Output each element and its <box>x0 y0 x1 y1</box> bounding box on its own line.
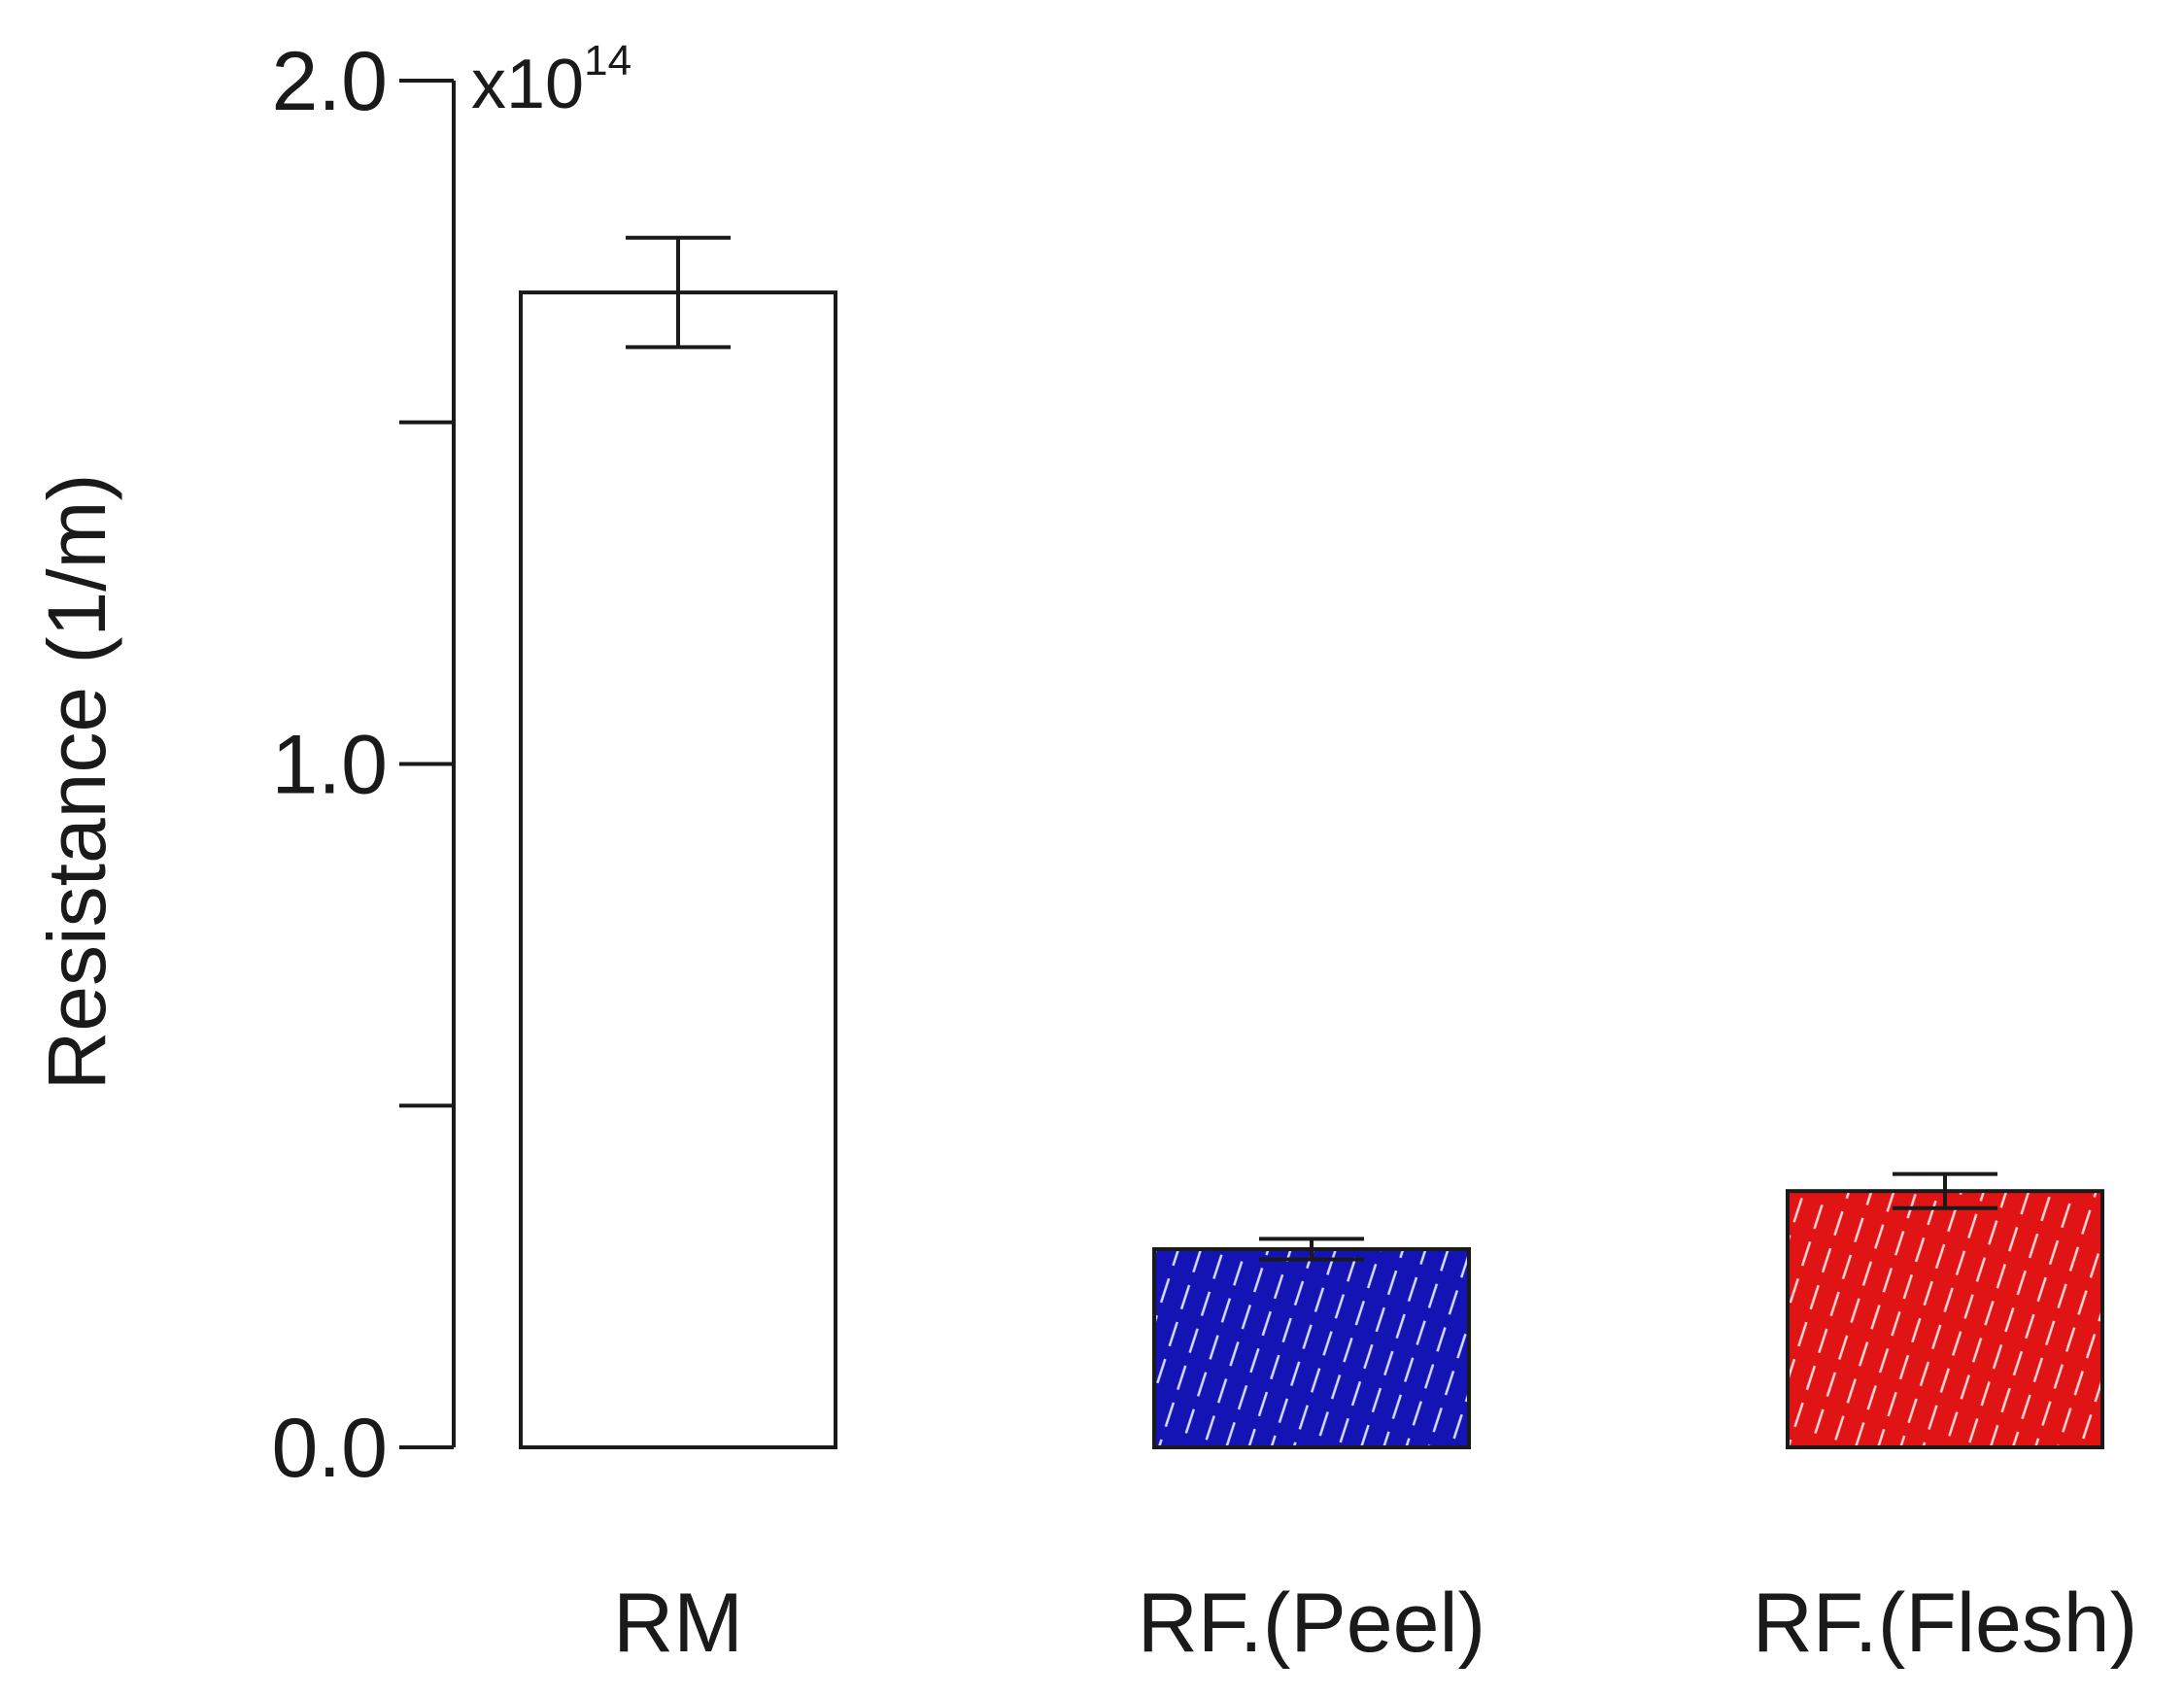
multiplier-exponent: 14 <box>584 37 631 85</box>
error-bars <box>626 235 1997 1262</box>
axis-multiplier: x1014 <box>471 37 631 123</box>
bar-rf-flesh <box>1786 1189 2104 1449</box>
y-tick-label: 2.0 <box>271 35 388 128</box>
error-bar <box>1259 1237 1364 1262</box>
category-label: RF.(Flesh) <box>1753 1577 2138 1670</box>
multiplier-base: x10 <box>471 46 584 123</box>
bar-rf-peel <box>1152 1246 1471 1449</box>
y-tick-label: 1.0 <box>271 719 388 812</box>
y-tick-label: 0.0 <box>271 1402 388 1495</box>
category-labels: RM RF.(Peel) RF.(Flesh) <box>613 1577 2137 1670</box>
category-label: RM <box>613 1577 743 1670</box>
error-bar <box>626 235 731 350</box>
error-bar <box>1893 1171 1997 1210</box>
bars <box>519 290 2104 1450</box>
y-ticks <box>399 79 454 1449</box>
y-axis-label: Resistance (1/m) <box>31 474 122 1091</box>
y-tick-labels: 0.0 1.0 2.0 <box>271 35 388 1495</box>
bar-rm <box>519 290 837 1450</box>
category-label: RF.(Peel) <box>1138 1577 1485 1670</box>
